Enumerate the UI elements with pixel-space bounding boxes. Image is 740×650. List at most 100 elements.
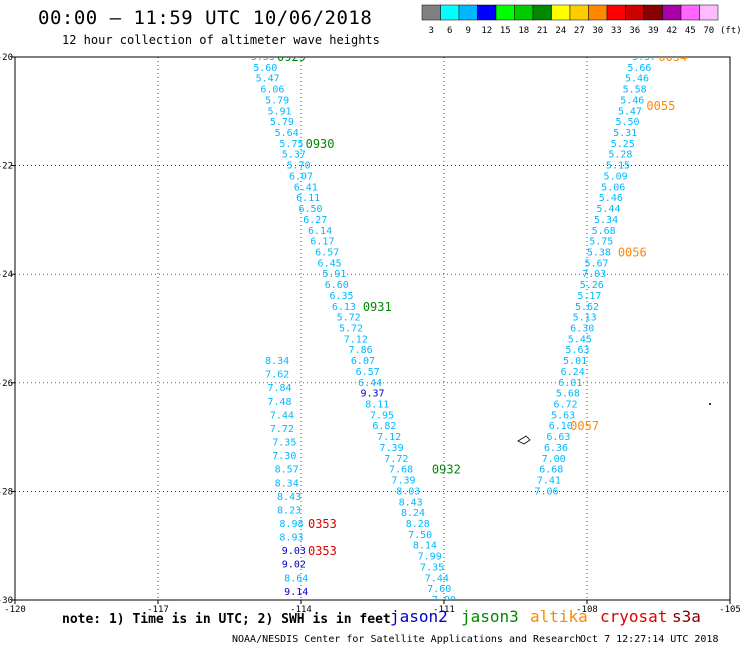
time-label-altika: 0056 <box>618 245 647 259</box>
island-outline <box>517 435 531 445</box>
swh-value-cryosat: 8.57 <box>275 465 299 476</box>
swh-value-altika: 6.30 <box>570 324 594 335</box>
time-label-jason3: 0932 <box>432 463 461 477</box>
legend-bin-label: 9 <box>466 26 471 36</box>
swh-value-jason3: 5.72 <box>337 313 361 324</box>
swh-value-jason3: 5.75 <box>279 139 303 150</box>
swh-value-altika: 5.57 <box>632 52 656 63</box>
lon-tick-label: -108 <box>576 605 598 615</box>
swh-value-jason3: 7.39 <box>380 443 404 454</box>
legend-swatch <box>699 4 719 21</box>
swh-value-cryosat: 8.43 <box>277 492 301 503</box>
swh-value-altika: 6.24 <box>561 367 585 378</box>
time-label-altika: 0057 <box>570 419 599 433</box>
swh-value-cryosat: 9.02 <box>282 560 306 571</box>
chart-title: 00:00 – 11:59 UTC 10/06/2018 <box>38 7 373 29</box>
swh-value-jason3: 7.72 <box>384 454 408 465</box>
footnote: note: 1) Time is in UTC; 2) SWH is in fe… <box>62 612 391 627</box>
swh-value-jason3: 5.91 <box>268 106 292 117</box>
swh-value-jason3: 7.60 <box>427 584 451 595</box>
swh-value-cryosat: 7.35 <box>272 438 296 449</box>
legend-bin-label: 27 <box>574 26 585 36</box>
swh-value-altika: 7.41 <box>537 476 561 487</box>
swh-value-altika: 5.44 <box>596 204 620 215</box>
credit-line: NOAA/NESDIS Center for Satellite Applica… <box>232 634 582 645</box>
legend-bin-label: 36 <box>629 26 640 36</box>
legend-bin-label: 18 <box>518 26 529 36</box>
swh-value-altika: 5.25 <box>611 139 635 150</box>
swh-value-jason3: 6.07 <box>289 171 313 182</box>
swh-value-jason3: 5.70 <box>287 161 311 172</box>
swh-value-jason3: 6.60 <box>325 280 349 291</box>
time-label-jason3: 0929 <box>277 50 306 64</box>
lon-tick-label: -114 <box>290 605 312 615</box>
swh-value-jason3: 6.06 <box>260 85 284 96</box>
swh-value-cryosat: 7.30 <box>272 451 296 462</box>
swh-value-altika: 5.68 <box>592 226 616 237</box>
lat-tick-label: -24 <box>0 270 13 280</box>
lat-tick-label: -28 <box>0 487 13 497</box>
legend-cryosat: cryosat <box>600 607 668 626</box>
swh-value-jason3: 8.28 <box>406 519 430 530</box>
swh-value-jason3: 8.14 <box>413 541 437 552</box>
legend-bin-label: 12 <box>481 26 492 36</box>
swh-value-altika: 5.38 <box>587 247 611 258</box>
swh-value-cryosat: 7.62 <box>265 370 289 381</box>
legend-bin-label: 3 <box>429 26 434 36</box>
swh-value-jason3: 5.55 <box>251 52 275 63</box>
swh-value-jason3: 6.45 <box>318 258 342 269</box>
swh-value-cryosat: 8.64 <box>284 573 308 584</box>
swh-value-altika: 5.17 <box>577 291 601 302</box>
legend-unit: (ft) <box>720 26 740 36</box>
swh-value-altika: 7.03 <box>582 269 606 280</box>
lon-tick-label: -105 <box>719 605 740 615</box>
time-label-altika: 0055 <box>646 99 675 113</box>
swh-value-jason3: 7.50 <box>408 530 432 541</box>
swh-value-altika: 5.13 <box>573 313 597 324</box>
swh-value-altika: 5.15 <box>606 161 630 172</box>
swh-value-altika: 5.06 <box>601 182 625 193</box>
swh-value-cryosat: 8.98 <box>279 519 303 530</box>
swh-value-jason3: 6.44 <box>358 378 382 389</box>
swh-value-jason3: 5.79 <box>265 95 289 106</box>
swh-value-jason3: 5.79 <box>270 117 294 128</box>
swh-value-cryosat: 7.84 <box>268 383 292 394</box>
swh-value-jason3: 5.47 <box>256 74 280 85</box>
swh-value-cryosat: 8.34 <box>265 356 289 367</box>
legend-bin-label: 33 <box>611 26 622 36</box>
wave-height-map: -120 -117 -114 -111 -108 -105 -20 -22 -24 -26 -28 -… <box>0 50 740 615</box>
swh-value-jason3: 6.50 <box>298 204 322 215</box>
swh-value-altika: 5.68 <box>556 389 580 400</box>
time-label-jason3: 0931 <box>363 300 392 314</box>
swh-value-altika: 5.26 <box>580 280 604 291</box>
swh-value-jason3: 7.95 <box>370 410 394 421</box>
legend-bin-label: 6 <box>447 26 452 36</box>
time-label-cryosat: 0353 <box>308 517 337 531</box>
swh-value-altika: 5.46 <box>599 193 623 204</box>
swh-value-jason3: 5.72 <box>339 324 363 335</box>
lon-tick-label: -111 <box>433 605 455 615</box>
swh-value-jason3: 5.60 <box>253 63 277 74</box>
swh-value-cryosat: 8.23 <box>277 505 301 516</box>
color-legend: 3 6 9 12 15 18 21 24 27 30 33 36 39 42 45 70 (ft) <box>421 4 740 36</box>
swh-value-jason3: 6.11 <box>296 193 320 204</box>
swh-value-altika: 5.47 <box>618 106 642 117</box>
swh-value-jason3: 9.37 <box>360 389 384 400</box>
swh-value-altika: 5.58 <box>623 85 647 96</box>
swh-value-altika: 7.06 <box>534 486 558 497</box>
swh-value-altika: 6.01 <box>558 378 582 389</box>
lon-tick-label: -117 <box>147 605 169 615</box>
swh-value-altika: 5.28 <box>608 150 632 161</box>
swh-value-jason3: 7.99 <box>418 552 442 563</box>
swh-value-altika: 5.50 <box>615 117 639 128</box>
swh-value-altika: 5.66 <box>627 63 651 74</box>
swh-value-altika: 5.63 <box>551 410 575 421</box>
time-label-altika: 0054 <box>658 50 687 64</box>
legend-bin-label: 15 <box>500 26 511 36</box>
swh-value-jason3: 7.35 <box>420 562 444 573</box>
swh-value-cryosat: 8.93 <box>279 533 303 544</box>
swh-value-altika: 5.75 <box>589 237 613 248</box>
legend-bin-label: 70 <box>703 26 714 36</box>
swh-value-cryosat: 7.44 <box>270 410 294 421</box>
swh-value-jason3: 7.12 <box>377 432 401 443</box>
